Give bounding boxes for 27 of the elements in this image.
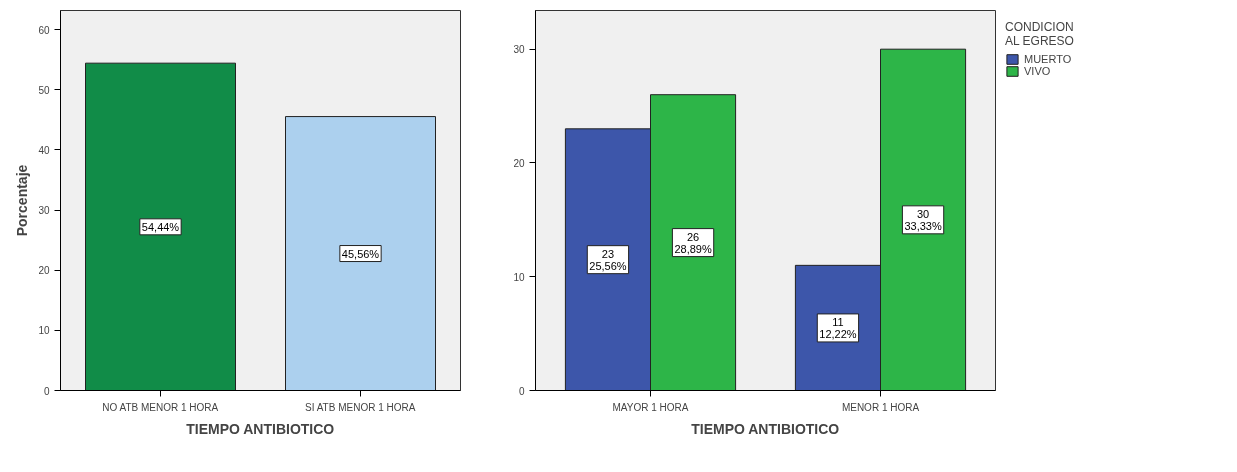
legend-label: VIVO	[1024, 65, 1051, 77]
x-axis-title: TIEMPO ANTIBIOTICO	[691, 420, 840, 437]
y-tick-label: 30	[38, 205, 50, 217]
y-tick-label: 0	[518, 385, 525, 397]
legend-label: MUERTO	[1024, 53, 1072, 65]
y-tick-label: 30	[513, 44, 525, 56]
y-tick-label: 40	[38, 144, 50, 156]
y-tick-label: 10	[38, 325, 50, 337]
data-label: 45,56%	[341, 247, 380, 260]
y-tick-label: 60	[38, 24, 50, 36]
data-label: 23 25,56%	[589, 247, 627, 272]
data-label: 11 12,22%	[819, 315, 857, 340]
x-tick-label: SI ATB MENOR 1 HORA	[305, 401, 416, 413]
y-tick-label: 0	[43, 385, 50, 397]
x-tick-label: MENOR 1 HORA	[841, 401, 920, 413]
x-axis-title: TIEMPO ANTIBIOTICO	[186, 420, 335, 437]
y-tick-label: 50	[38, 84, 50, 96]
y-tick-label: 10	[513, 271, 525, 283]
data-label: 54,44%	[141, 220, 180, 233]
x-tick-label: NO ATB MENOR 1 HORA	[102, 401, 219, 413]
y-axis-title: Porcentaje	[14, 164, 31, 237]
data-label: 30 33,33%	[904, 207, 942, 232]
x-tick-label: MAYOR 1 HORA	[612, 401, 689, 413]
y-tick-label: 20	[513, 157, 525, 169]
data-label: 26 28,89%	[674, 230, 712, 255]
y-tick-label: 20	[38, 265, 50, 277]
legend-title: CONDICION AL EGRESO	[1005, 20, 1074, 48]
